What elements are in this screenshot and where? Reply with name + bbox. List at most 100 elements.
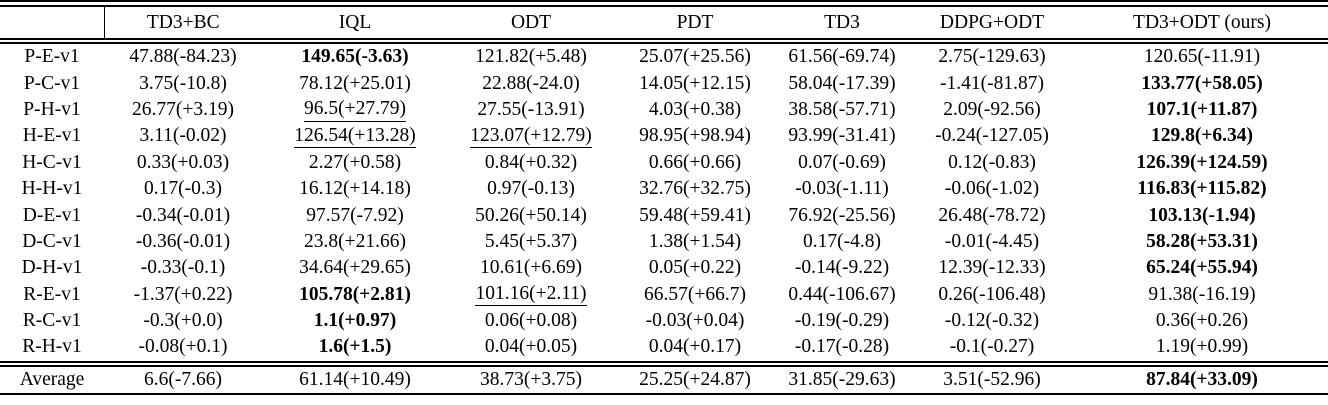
table-cell: -0.3(+0.0) <box>104 308 262 334</box>
table-cell: 61.56(-69.74) <box>776 41 908 70</box>
cell-value: 78.12(+25.01) <box>299 72 411 94</box>
cell-value: -0.14(-9.22) <box>794 257 890 279</box>
table-cell: 76.92(-25.56) <box>776 202 908 228</box>
table-cell: 58.04(-17.39) <box>776 70 908 96</box>
cell-value: -0.36(-0.01) <box>135 230 231 252</box>
cell-value: 25.07(+25.56) <box>639 46 751 68</box>
table-cell: 47.88(-84.23) <box>104 41 262 70</box>
cell-value: 121.82(+5.48) <box>475 46 587 68</box>
table-cell: 2.27(+0.58) <box>262 150 448 176</box>
column-header: TD3+ODT (ours) <box>1076 0 1328 44</box>
cell-value: 0.04(+0.17) <box>648 336 742 358</box>
cell-value: -0.08(+0.1) <box>138 336 228 358</box>
results-table: TD3+BC IQL ODT PDT TD3 DDPG+ODT TD3+ODT (ours)… <box>0 0 1328 396</box>
table-cell: 50.26(+50.14) <box>448 202 614 228</box>
table-cell: 98.95(+98.94) <box>614 123 776 149</box>
table-row: R-E-v1 -1.37(+0.22) 105.78(+2.81) 101.16(+2… <box>0 282 1328 308</box>
table-cell: 4.03(+0.38) <box>614 97 776 123</box>
table-cell: -0.12(-0.32) <box>908 308 1076 334</box>
table-cell: 58.28(+53.31) <box>1076 229 1328 255</box>
table-cell: 12.39(-12.33) <box>908 255 1076 281</box>
cell-value: 47.88(-84.23) <box>129 46 237 68</box>
table-cell: 91.38(-16.19) <box>1076 282 1328 308</box>
cell-value: 1.6(+1.5) <box>318 336 392 358</box>
table-cell: 1.38(+1.54) <box>614 229 776 255</box>
table-cell: 0.84(+0.32) <box>448 150 614 176</box>
column-header: TD3+BC <box>104 0 262 44</box>
table-cell: 10.61(+6.69) <box>448 255 614 281</box>
cell-value: 26.77(+3.19) <box>132 98 234 120</box>
cell-value: 0.05(+0.22) <box>648 257 742 279</box>
table-cell: 0.17(-4.8) <box>776 229 908 255</box>
table-cell: 0.04(+0.17) <box>614 334 776 363</box>
row-label: H-C-v1 <box>22 151 82 173</box>
table-cell: 93.99(-31.41) <box>776 123 908 149</box>
row-label: H-E-v1 <box>22 125 82 147</box>
cell-value: -0.3(+0.0) <box>143 310 223 332</box>
cell-value: 1.38(+1.54) <box>648 230 742 252</box>
table-cell: 59.48(+59.41) <box>614 202 776 228</box>
cell-value: 2.75(-129.63) <box>938 46 1046 68</box>
cell-value: 0.17(-4.8) <box>803 230 881 252</box>
cell-value: 0.07(-0.69) <box>798 151 886 173</box>
table-cell: 1.19(+0.99) <box>1076 334 1328 363</box>
table-cell: 0.97(-0.13) <box>448 176 614 202</box>
cell-value: 133.77(+58.05) <box>1141 72 1263 94</box>
cell-value: 91.38(-16.19) <box>1148 283 1256 305</box>
cell-value: 97.57(-7.92) <box>306 204 404 226</box>
table-cell: -0.24(-127.05) <box>908 123 1076 149</box>
table-cell: -0.19(-0.29) <box>776 308 908 334</box>
cell-value: -0.01(-4.45) <box>944 230 1040 252</box>
table-cell: 2.75(-129.63) <box>908 41 1076 70</box>
cell-value: 120.65(-11.91) <box>1143 46 1261 68</box>
row-label: P-E-v1 <box>24 46 80 68</box>
table-row: D-H-v1 -0.33(-0.1) 34.64(+29.65) 10.61(+6.6… <box>0 255 1328 281</box>
cell-value: 59.48(+59.41) <box>639 204 751 226</box>
table-cell: 121.82(+5.48) <box>448 41 614 70</box>
table-cell: -1.37(+0.22) <box>104 282 262 308</box>
cell-value: -0.33(-0.1) <box>140 257 226 279</box>
table-row: P-H-v1 26.77(+3.19) 96.5(+27.79) 27.55(-13.… <box>0 97 1328 123</box>
table-row: P-C-v1 3.75(-10.8) 78.12(+25.01) 22.88(-24.… <box>0 70 1328 96</box>
table-cell: 97.57(-7.92) <box>262 202 448 228</box>
table-cell: 149.65(-3.63) <box>262 41 448 70</box>
table-cell: 23.8(+21.66) <box>262 229 448 255</box>
cell-value: 0.44(-106.67) <box>788 283 896 305</box>
cell-value: 123.07(+12.79) <box>470 125 592 149</box>
table-cell: 105.78(+2.81) <box>262 282 448 308</box>
cell-value: 87.84(+33.09) <box>1146 368 1258 390</box>
table-cell: 1.1(+0.97) <box>262 308 448 334</box>
table-cell: -0.08(+0.1) <box>104 334 262 363</box>
table-cell: 16.12(+14.18) <box>262 176 448 202</box>
cell-value: -1.41(-81.87) <box>940 72 1044 94</box>
cell-value: 103.13(-1.94) <box>1148 204 1256 226</box>
cell-value: 129.8(+6.34) <box>1150 125 1254 147</box>
table-cell: 0.06(+0.08) <box>448 308 614 334</box>
cell-value: 98.95(+98.94) <box>639 125 751 147</box>
table-cell: -0.1(-0.27) <box>908 334 1076 363</box>
table-cell: 6.6(-7.66) <box>104 360 262 396</box>
cell-value: 0.06(+0.08) <box>484 310 578 332</box>
table-row: H-C-v1 0.33(+0.03) 2.27(+0.58) 0.84(+0.32) 0… <box>0 150 1328 176</box>
table-cell: -0.14(-9.22) <box>776 255 908 281</box>
cell-value: -0.34(-0.01) <box>135 204 231 226</box>
cell-value: 34.64(+29.65) <box>299 257 411 279</box>
table-cell: 101.16(+2.11) <box>448 282 614 308</box>
table-cell: -0.34(-0.01) <box>104 202 262 228</box>
row-label: P-H-v1 <box>23 98 81 120</box>
table-row: R-H-v1 -0.08(+0.1) 1.6(+1.5) 0.04(+0.05) 0.0… <box>0 334 1328 363</box>
cell-value: 38.58(-57.71) <box>788 98 896 120</box>
table-cell: 0.26(-106.48) <box>908 282 1076 308</box>
cell-value: 3.51(-52.96) <box>943 368 1041 390</box>
table-cell: 3.75(-10.8) <box>104 70 262 96</box>
table-cell: 96.5(+27.79) <box>262 97 448 123</box>
table-cell: 0.44(-106.67) <box>776 282 908 308</box>
cell-value: 25.25(+24.87) <box>639 368 751 390</box>
cell-value: 58.28(+53.31) <box>1146 230 1258 252</box>
table-cell: 3.51(-52.96) <box>908 360 1076 396</box>
cell-value: 0.36(+0.26) <box>1155 310 1249 332</box>
cell-value: 149.65(-3.63) <box>301 46 409 68</box>
cell-value: 93.99(-31.41) <box>788 125 896 147</box>
table-cell: 26.48(-78.72) <box>908 202 1076 228</box>
table-cell: -0.06(-1.02) <box>908 176 1076 202</box>
